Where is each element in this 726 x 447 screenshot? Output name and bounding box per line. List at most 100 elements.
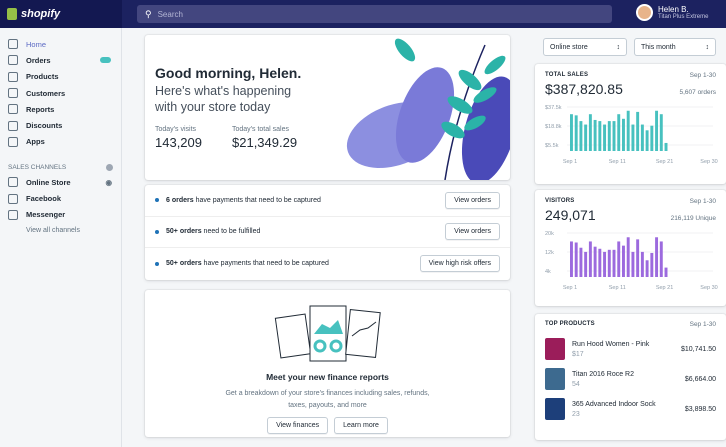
view-all-channels-link[interactable]: View all channels [26,226,80,234]
apps-icon [8,136,18,147]
bar [659,241,663,277]
bar [612,121,616,151]
bar [650,125,654,151]
bar [612,249,616,277]
select-arrows-icon: ↕ [616,43,621,51]
bar [584,124,588,151]
home-icon [8,39,18,50]
search-input[interactable]: ⚲ Search [137,5,612,23]
sidebar-item-customers[interactable]: Customers [0,85,121,101]
x-tick-label: Sep 21 [656,159,673,165]
bullet-icon [155,261,159,266]
channel-messenger[interactable]: Messenger [0,207,121,223]
orders-count-badge [100,57,111,64]
bar [636,111,640,151]
y-tick-label: 12k [545,250,554,256]
x-tick-label: Sep 11 [609,159,626,165]
bar [574,242,578,277]
bar [607,121,611,151]
bar [659,114,663,151]
user-menu[interactable]: Helen B. Titan Plus Extreme [636,4,708,21]
sidebar-item-orders[interactable]: Orders [0,52,121,68]
view-finances-button[interactable]: View finances [267,417,329,434]
store-icon [8,177,18,188]
tag-icon [8,71,18,82]
person-icon [8,88,18,99]
learn-more-button[interactable]: Learn more [334,417,388,434]
bar [664,142,668,151]
bar [636,239,640,277]
product-image [545,338,565,360]
product-image [545,398,565,420]
add-channel-icon[interactable] [106,164,113,172]
product-image [545,368,565,390]
bar [664,267,668,277]
y-tick-label: 20k [545,231,554,237]
task-button[interactable]: View high risk offers [419,255,500,273]
task-row: 50+ orders need to be fulfilled View orde… [145,217,510,249]
period-select[interactable]: This month ↕ [634,38,716,56]
bar-chart: 20k 12k 4k Sep 1 Sep 11 Sep 21 Sep 30 [545,231,718,291]
bar [650,252,654,277]
bar [626,110,630,151]
bar [617,241,621,277]
avatar [636,4,653,21]
x-tick-label: Sep 11 [609,285,626,291]
task-button[interactable]: View orders [445,191,500,209]
bullet-icon [155,229,159,234]
greeting-title: Good morning, Helen. [155,65,302,81]
product-row[interactable]: 365 Advanced Indoor Sock 23 $3,898.50 [535,394,726,424]
sidebar-item-home[interactable]: Home [0,36,121,52]
total-sales-card: TOTAL SALES Sep 1-30 $387,820.85 5,607 ord… [535,64,726,184]
bar [622,245,625,277]
bar [640,124,644,151]
visitors-card: VISITORS Sep 1-30 249,071 216,119 Unique 20… [535,190,726,306]
bar [570,114,573,151]
shopify-logo[interactable]: shopify [0,0,122,28]
sidebar-item-products[interactable]: Products [0,69,121,85]
sidebar-item-reports[interactable]: Reports [0,101,121,117]
bar [640,251,644,277]
product-row[interactable]: Run Hood Women - Pink $17 $10,741.50 [535,334,726,364]
search-icon: ⚲ [145,8,152,19]
product-row[interactable]: Titan 2016 Roce R2 54 $6,664.00 [535,364,726,394]
chart-icon [8,104,18,115]
channel-facebook[interactable]: Facebook [0,190,121,206]
leaves-illustration [346,38,510,180]
bar [593,246,597,277]
sales-channels-header: SALES CHANNELS [8,164,67,172]
greeting-card: Good morning, Helen. Here's what's happe… [145,35,510,180]
bullet-icon [155,197,159,202]
bar [622,118,625,151]
sidebar-item-discounts[interactable]: Discounts [0,117,121,133]
shopping-bag-icon [7,8,17,20]
sidebar-item-apps[interactable]: Apps [0,134,121,150]
task-button[interactable]: View orders [445,223,500,241]
bar [598,248,602,277]
tasks-card: 6 orders have payments that need to be c… [145,185,510,280]
x-tick-label: Sep 30 [700,285,717,291]
select-arrows-icon: ↕ [705,43,710,51]
x-tick-label: Sep 21 [656,285,673,291]
y-tick-label: $37.5k [545,105,562,111]
bar [617,114,621,151]
greeting-subtitle: Here's what's happening with your store … [155,84,292,114]
bar [598,121,602,151]
finance-illustration [274,305,381,362]
chart-total: $387,820.85 [545,81,623,97]
channel-online-store[interactable]: Online Store ◉ [0,174,121,190]
finance-description: Get a breakdown of your store's finances… [225,390,430,409]
eye-icon[interactable]: ◉ [105,177,112,187]
bar [603,251,607,277]
orders-icon [8,55,18,66]
task-row: 6 orders have payments that need to be c… [145,185,510,217]
bar [574,115,578,151]
bar [645,260,649,277]
finance-title: Meet your new finance reports [266,372,389,382]
store-select[interactable]: Online store ↕ [543,38,627,56]
y-tick-label: 4k [545,269,551,275]
bar [579,247,583,277]
bar [603,124,607,151]
todays-visits: 143,209 [155,135,202,150]
bar [655,237,659,277]
